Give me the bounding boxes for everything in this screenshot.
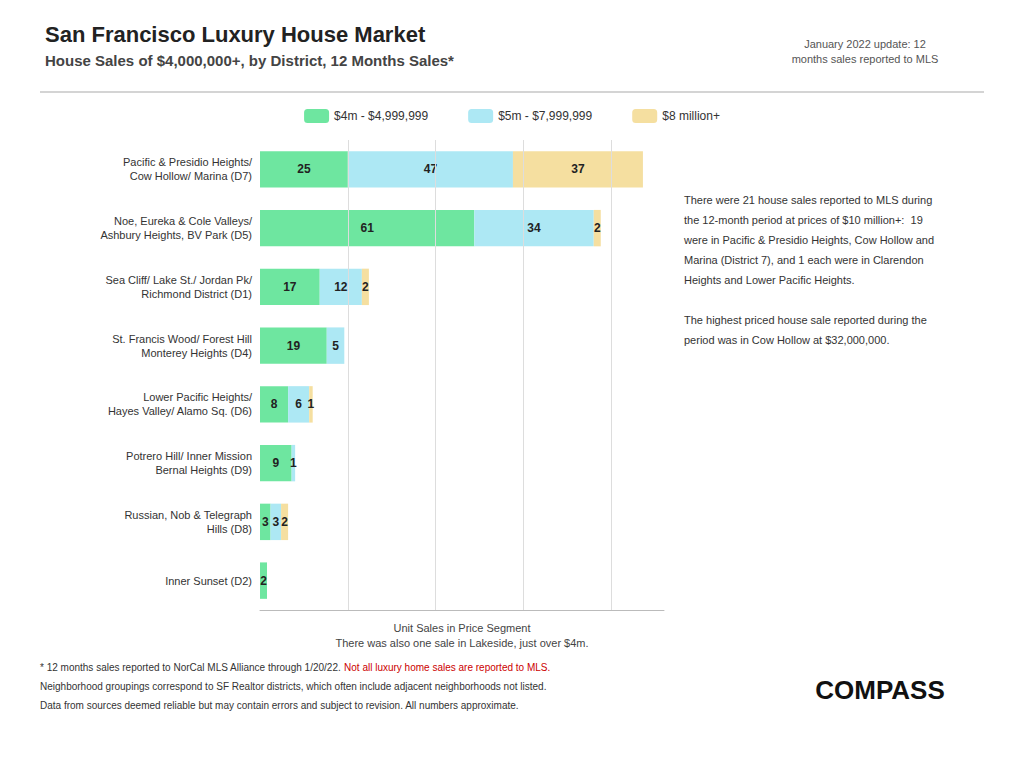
svg-text:17: 17 [283,280,297,294]
svg-text:Monterey Heights (D4): Monterey Heights (D4) [141,347,252,359]
svg-text:There were 21 house sales repo: There were 21 house sales reported to ML… [684,194,932,206]
svg-text:Sea Cliff/ Lake St./ Jordan Pk: Sea Cliff/ Lake St./ Jordan Pk/ [105,274,252,286]
svg-text:Cow Hollow/ Marina (D7): Cow Hollow/ Marina (D7) [130,170,252,182]
svg-text:Data from sources deemed relia: Data from sources deemed reliable but ma… [40,700,519,711]
svg-text:2: 2 [594,221,601,235]
svg-text:Not all luxury home sales are: Not all luxury home sales are reported t… [344,662,550,673]
svg-text:The highest priced house sale: The highest priced house sale reported d… [684,314,927,326]
svg-text:37: 37 [571,162,585,176]
svg-text:Noe, Eureka & Cole Valleys/: Noe, Eureka & Cole Valleys/ [114,215,253,227]
svg-text:Heights and Lower Pacific Heig: Heights and Lower Pacific Heights. [684,274,855,286]
svg-text:19: 19 [287,339,301,353]
svg-text:There was also one sale in Lak: There was also one sale in Lakeside, jus… [335,637,588,649]
svg-text:$8 million+: $8 million+ [662,109,720,123]
svg-text:Richmond District (D1): Richmond District (D1) [141,288,252,300]
svg-text:months sales reported to MLS: months sales reported to MLS [792,53,939,65]
svg-text:the 12-month period at prices: the 12-month period at prices of $10 mil… [684,214,923,226]
svg-text:$5m - $7,999,999: $5m - $7,999,999 [498,109,592,123]
svg-text:9: 9 [272,456,279,470]
svg-text:Pacific & Presidio Heights/: Pacific & Presidio Heights/ [123,156,253,168]
svg-text:were in Pacific & Presidio Hei: were in Pacific & Presidio Heights, Cow … [683,234,934,246]
svg-text:COMPASS: COMPASS [815,675,945,705]
svg-text:6: 6 [295,397,302,411]
svg-text:2: 2 [260,574,267,588]
svg-text:Neighborhood groupings corresp: Neighborhood groupings correspond to SF … [40,681,546,692]
svg-text:8: 8 [271,397,278,411]
svg-text:St. Francis Wood/ Forest Hill: St. Francis Wood/ Forest Hill [112,333,252,345]
svg-text:1: 1 [290,456,297,470]
svg-text:Russian, Nob & Telegraph: Russian, Nob & Telegraph [124,509,252,521]
svg-text:34: 34 [527,221,541,235]
svg-text:Hills (D8): Hills (D8) [207,523,252,535]
svg-text:Inner Sunset (D2): Inner Sunset (D2) [165,575,252,587]
svg-text:* 12 months sales reported to: * 12 months sales reported to NorCal MLS… [40,662,344,673]
svg-text:3: 3 [272,515,279,529]
svg-text:2: 2 [281,515,288,529]
svg-text:$4m - $4,999,999: $4m - $4,999,999 [334,109,428,123]
svg-text:2: 2 [362,280,369,294]
svg-text:Hayes Valley/ Alamo Sq. (D6): Hayes Valley/ Alamo Sq. (D6) [108,405,252,417]
svg-text:3: 3 [262,515,269,529]
svg-text:1: 1 [308,397,315,411]
svg-text:House Sales of $4,000,000+, by: House Sales of $4,000,000+, by District,… [45,52,454,69]
svg-text:Potrero Hill/ Inner Mission: Potrero Hill/ Inner Mission [126,450,252,462]
svg-text:Lower Pacific Heights/: Lower Pacific Heights/ [143,391,253,403]
svg-text:Ashbury Heights, BV Park (D5): Ashbury Heights, BV Park (D5) [100,229,252,241]
svg-text:San Francisco Luxury House Mar: San Francisco Luxury House Market [45,22,426,47]
svg-text:25: 25 [297,162,311,176]
svg-text:Unit Sales in Price Segment: Unit Sales in Price Segment [394,622,531,634]
svg-text:5: 5 [332,339,339,353]
svg-text:12: 12 [334,280,348,294]
svg-text:period was in Cow Hollow at $3: period was in Cow Hollow at $32,000,000. [684,334,889,346]
svg-text:January 2022 update: 12: January 2022 update: 12 [804,38,926,50]
svg-text:Marina (District 7), and 1 eac: Marina (District 7), and 1 each were in … [684,254,924,266]
svg-text:61: 61 [360,221,374,235]
svg-text:47: 47 [423,162,438,177]
svg-text:Bernal Heights (D9): Bernal Heights (D9) [155,464,252,476]
